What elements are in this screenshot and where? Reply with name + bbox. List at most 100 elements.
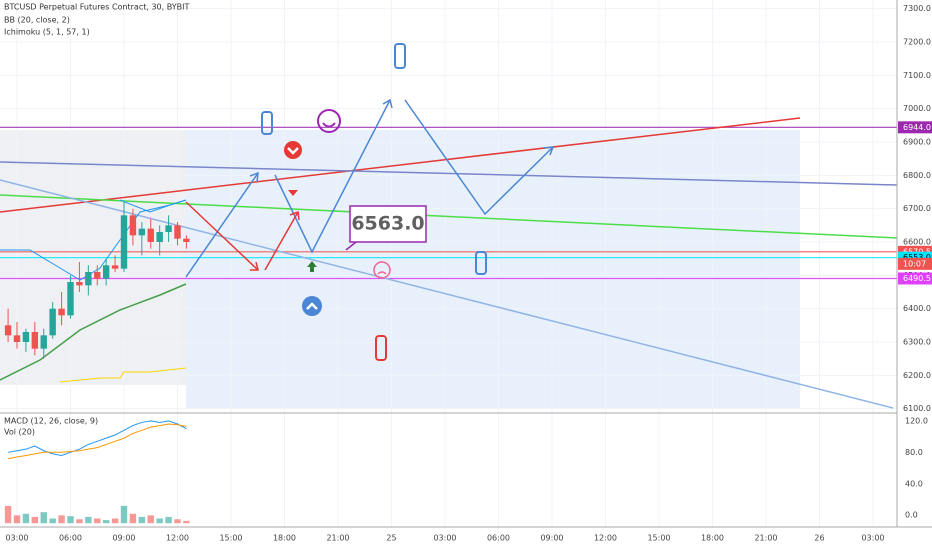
y-tick-label: 6700.0 <box>903 204 931 213</box>
smiley-icon <box>317 109 341 133</box>
indicator-label: Vol (20) <box>4 428 35 437</box>
range-area <box>186 130 800 408</box>
x-tick-label: 03:00 <box>861 534 884 543</box>
candle-body <box>67 282 74 316</box>
volume-bar <box>129 513 137 524</box>
price-tag-label: 6944.0 <box>903 123 931 132</box>
arrow <box>185 172 259 278</box>
hand-icon <box>261 111 273 135</box>
arrowhead <box>382 98 393 109</box>
x-tick-label: 12:00 <box>594 534 617 543</box>
candle-body <box>85 272 92 286</box>
y-tick-label: 6400.0 <box>903 304 931 313</box>
hand-icon <box>375 335 387 361</box>
candle-body <box>58 308 65 316</box>
volume-bar <box>120 505 128 524</box>
trend-line <box>0 179 894 409</box>
candle-body <box>165 225 172 232</box>
up-arrow-icon <box>307 261 317 272</box>
x-tick-label: 18:00 <box>273 534 296 543</box>
x-tick-label: 18:00 <box>701 534 724 543</box>
y-tick-label: 7000.0 <box>903 104 931 113</box>
volume-bar <box>22 513 30 524</box>
annotation-text: 6563.0 <box>351 213 424 235</box>
candle-body <box>129 215 137 236</box>
volume-bar <box>76 519 83 524</box>
candle-body <box>120 215 128 269</box>
annotation-pointer <box>345 241 357 251</box>
volume-bar <box>67 516 74 524</box>
bollinger-band <box>0 199 187 281</box>
y2-tick-label: 40.0 <box>905 479 923 488</box>
drawings <box>0 98 898 409</box>
icons <box>261 43 487 361</box>
y-tick-label: 6900.0 <box>903 138 931 147</box>
down-chevron <box>287 147 299 155</box>
up-badge <box>302 296 322 316</box>
candle-body <box>138 228 146 236</box>
hand-icon <box>475 251 487 275</box>
sad-icon <box>373 261 391 279</box>
candle-body <box>111 265 119 269</box>
countdown-tag <box>898 257 932 270</box>
y-tick-label: 6100.0 <box>903 404 931 413</box>
down-badge <box>284 141 302 159</box>
price-tag-label: 6553.0 <box>903 253 931 262</box>
trend-line <box>0 161 898 186</box>
x-tick-label: 03:00 <box>5 534 28 543</box>
y2-tick-label: 120.0 <box>905 416 928 425</box>
x-tick-label: 15:00 <box>647 534 670 543</box>
candle-body <box>183 238 190 242</box>
y2-tick-label: 80.0 <box>905 448 923 457</box>
arrowhead <box>249 171 259 183</box>
volume-bar <box>4 505 12 524</box>
annotation-box <box>349 205 427 243</box>
x-tick-label: 15:00 <box>219 534 242 543</box>
volume-bar <box>40 512 47 524</box>
candle-body <box>22 332 30 342</box>
x-tick-label: 26 <box>814 534 824 543</box>
volume-bar <box>111 518 119 524</box>
candles <box>4 202 190 524</box>
volume-bar <box>174 519 181 524</box>
x-tick-label: 09:00 <box>112 534 135 543</box>
candle-body <box>102 265 110 279</box>
x-tick-label: 06:00 <box>59 534 82 543</box>
candle-body <box>94 272 101 279</box>
volume-bar <box>58 515 65 524</box>
x-tick-label: 25 <box>386 534 396 543</box>
arrow <box>274 99 391 254</box>
x-tick-label: 21:00 <box>754 534 777 543</box>
ichimoku-line <box>0 283 187 381</box>
volume-bar <box>13 515 21 524</box>
arrowhead <box>250 261 259 271</box>
price-tag <box>898 121 932 134</box>
indicator-label: Ichimoku (5, 1, 57, 1) <box>4 28 90 37</box>
y-tick-label: 7100.0 <box>903 71 931 80</box>
volume-bar <box>156 518 163 524</box>
x-tick-label: 12:00 <box>166 534 189 543</box>
candle-body <box>4 325 12 336</box>
x-tick-label: 09:00 <box>540 534 563 543</box>
y-tick-label: 6800.0 <box>903 171 931 180</box>
ichimoku-line <box>59 367 187 383</box>
candle-body <box>174 225 181 239</box>
hand-icon <box>394 43 406 69</box>
x-tick-label: 21:00 <box>326 534 349 543</box>
volume-bar <box>165 516 172 524</box>
up-chevron <box>306 302 318 310</box>
sad-mouth <box>377 271 387 275</box>
volume-bar <box>85 516 92 524</box>
volume-bar <box>31 516 39 524</box>
volume-bar <box>147 515 154 524</box>
candle-body <box>31 332 39 349</box>
y-tick-label: 7200.0 <box>903 38 931 47</box>
price-tag <box>898 272 932 285</box>
arrowhead <box>543 146 555 156</box>
candle-body <box>13 335 21 342</box>
down-arrow-icon <box>288 190 298 196</box>
candle-body <box>156 232 163 242</box>
volume-bar <box>183 520 190 524</box>
candle-body <box>147 228 154 242</box>
